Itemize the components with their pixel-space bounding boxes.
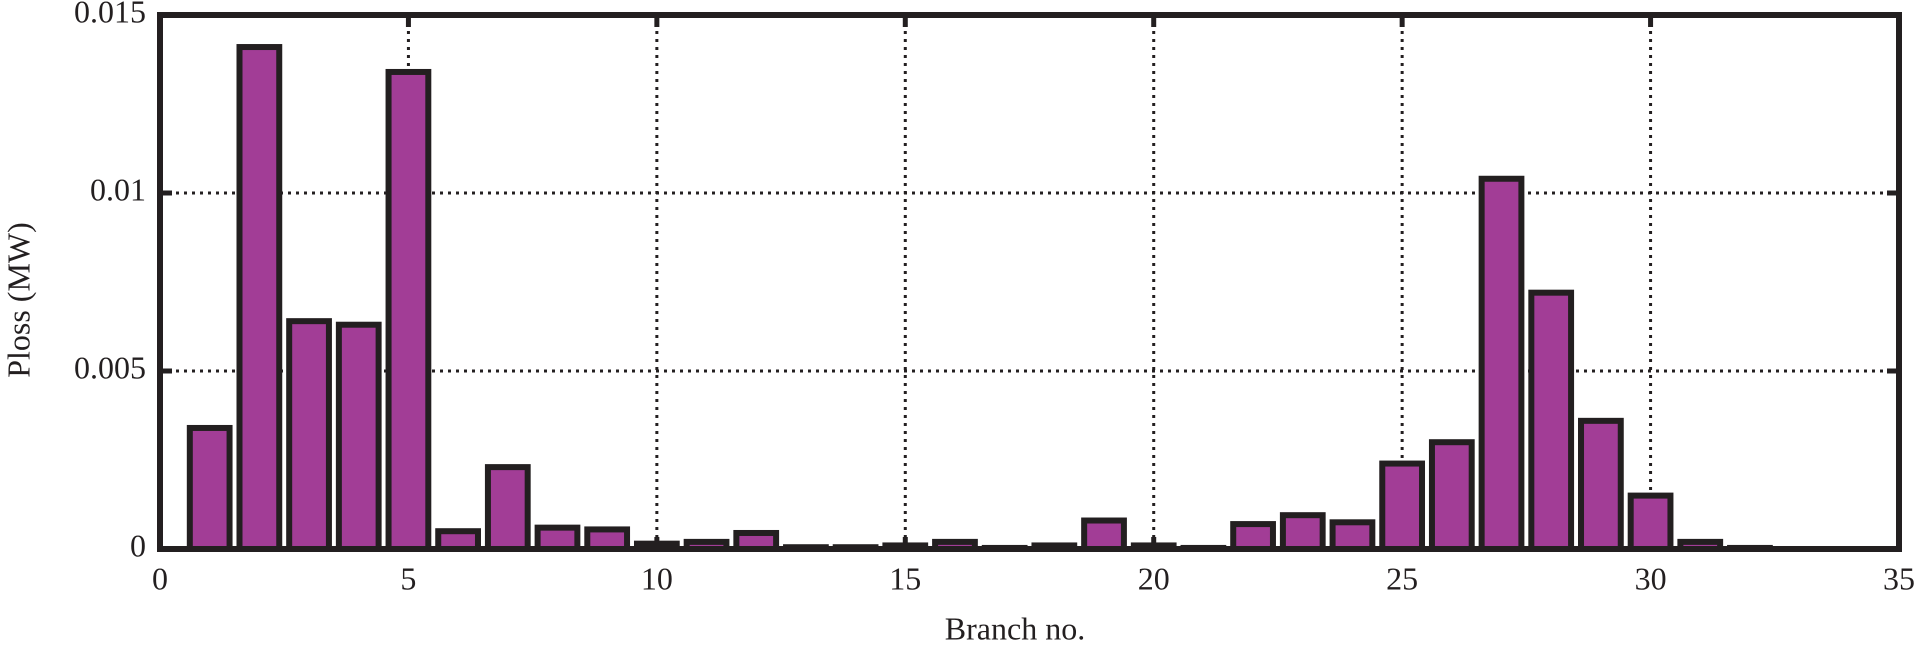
bar xyxy=(1329,519,1376,552)
bar xyxy=(534,524,581,553)
y-axis-label: Ploss (MW) xyxy=(0,222,36,378)
bar xyxy=(186,424,233,552)
bar xyxy=(1081,517,1127,553)
x-tick-label: 25 xyxy=(1386,560,1418,596)
bar xyxy=(335,321,382,552)
bar xyxy=(1230,521,1276,553)
bar xyxy=(1428,439,1475,553)
x-tick-label: 0 xyxy=(152,560,168,596)
y-tick-label: 0.01 xyxy=(90,171,146,207)
bar xyxy=(1379,460,1426,552)
bar xyxy=(1528,289,1575,552)
bar xyxy=(1578,417,1624,552)
bar xyxy=(484,464,531,552)
x-axis-label: Branch no. xyxy=(945,610,1085,646)
bar xyxy=(385,68,432,553)
bar xyxy=(286,318,332,552)
bar xyxy=(1279,512,1326,552)
y-tick-label: 0 xyxy=(130,527,146,563)
x-tick-label: 5 xyxy=(400,560,416,596)
y-tick-label: 0.005 xyxy=(74,349,146,385)
y-tick-label: 0.015 xyxy=(74,0,146,29)
x-tick-label: 20 xyxy=(1138,560,1170,596)
bar xyxy=(1627,492,1674,553)
x-tick-label: 10 xyxy=(641,560,673,596)
plot-frame xyxy=(157,12,1902,552)
bar xyxy=(236,44,283,552)
bar xyxy=(1478,175,1525,552)
x-tick-label: 35 xyxy=(1883,560,1915,596)
x-tick-label: 15 xyxy=(889,560,921,596)
x-tick-label: 30 xyxy=(1635,560,1667,596)
